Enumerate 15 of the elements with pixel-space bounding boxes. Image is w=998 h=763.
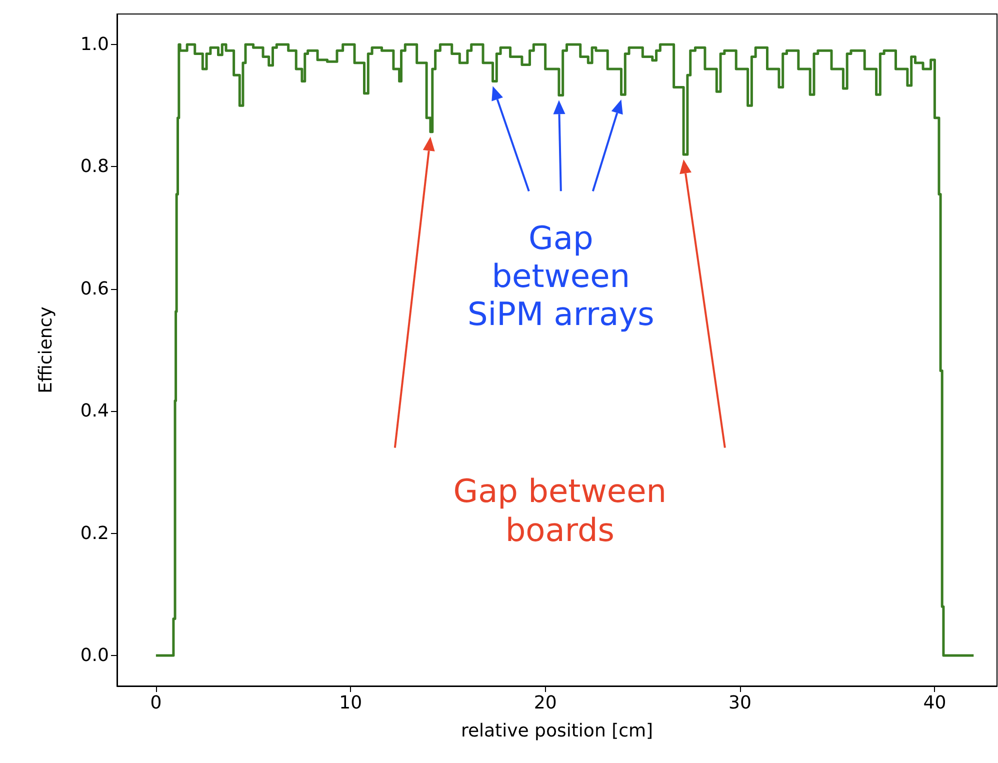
- x-tick-label: 20: [534, 692, 557, 714]
- y-tick-label: 0.2: [80, 522, 109, 544]
- x-tick-label: 0: [150, 692, 162, 714]
- y-tick-label: 0.4: [80, 400, 109, 422]
- annotation: Gap between boards: [452, 472, 668, 549]
- y-tick-label: 1.0: [80, 34, 109, 56]
- annotation: Gap between SiPM arrays: [466, 218, 656, 334]
- y-tick-label: 0.6: [80, 278, 109, 300]
- x-tick-label: 30: [728, 692, 752, 714]
- x-tick-label: 10: [339, 692, 362, 714]
- y-tick-label: 0.8: [80, 156, 109, 178]
- x-tick-label: 40: [923, 692, 946, 714]
- y-axis-title: Efficiency: [36, 306, 56, 394]
- y-tick-label: 0.0: [80, 644, 109, 666]
- x-axis-title: relative position [cm]: [460, 720, 654, 742]
